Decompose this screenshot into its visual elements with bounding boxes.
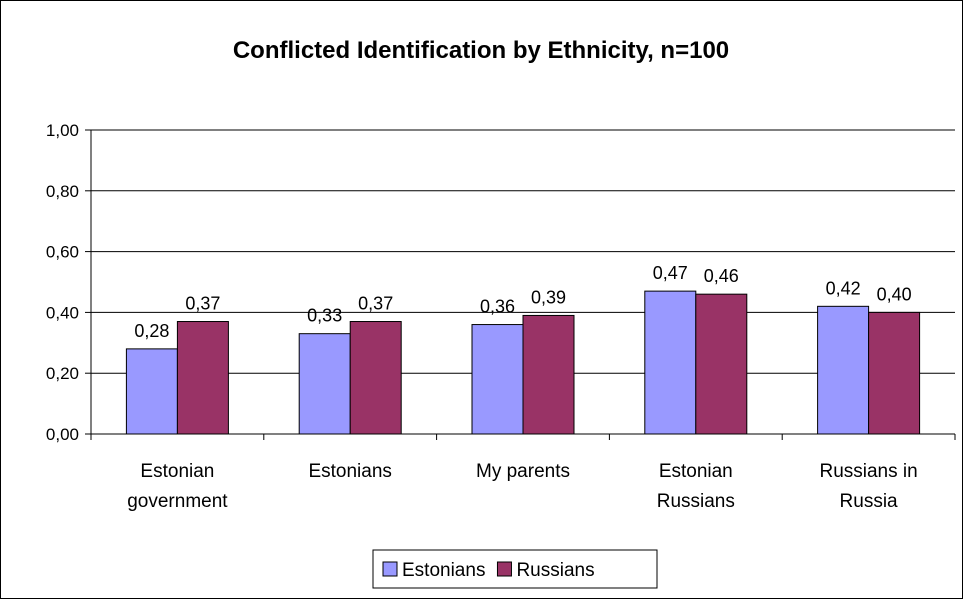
- data-label: 0,28: [134, 321, 169, 341]
- x-tick-label: government: [127, 491, 228, 512]
- bar: [695, 293, 748, 435]
- x-tick-label: Estonian: [140, 461, 214, 482]
- data-label: 0,47: [653, 263, 688, 283]
- x-tick-label: Estonian: [659, 461, 733, 482]
- x-tick-label: Russians: [657, 491, 735, 512]
- x-tick-label: Russia: [840, 491, 899, 512]
- y-tick-label: 0,60: [46, 243, 79, 262]
- bar: [176, 321, 229, 435]
- data-label: 0,46: [704, 266, 739, 286]
- legend-swatch: [382, 561, 398, 577]
- y-tick-label: 1,00: [46, 121, 79, 140]
- data-label: 0,33: [307, 306, 342, 326]
- bars: [125, 290, 921, 435]
- bar: [817, 305, 870, 435]
- x-tick-label: My parents: [476, 461, 570, 482]
- data-label: 0,39: [531, 287, 566, 307]
- legend-box: [372, 549, 658, 589]
- legend: Estonians Russians: [372, 549, 658, 589]
- legend-label: Estonians: [402, 560, 485, 581]
- y-tick-label: 0,00: [46, 425, 79, 444]
- data-label: 0,40: [877, 284, 912, 304]
- y-tick-label: 0,40: [46, 303, 79, 322]
- y-tick-label: 0,80: [46, 182, 79, 201]
- bar: [868, 311, 921, 435]
- data-label: 0,37: [185, 294, 220, 314]
- chart-title: Conflicted Identification by Ethnicity, …: [233, 37, 729, 64]
- legend-label: Russians: [516, 560, 594, 581]
- x-tick-label: Russians in: [819, 461, 917, 482]
- bar: [522, 314, 575, 435]
- gridlines: [91, 129, 955, 374]
- data-labels: 0,28 0,33 0,36 0,47 0,42 0,37 0,37 0,39 0,46 0,40: [134, 263, 911, 341]
- y-tick-label: 0,20: [46, 364, 79, 383]
- data-label: 0,42: [826, 278, 861, 298]
- axes: 0,00 0,20 0,40 0,60 0,80 1,00 Estonian governme…: [46, 121, 956, 512]
- bar: [125, 348, 178, 435]
- data-label: 0,36: [480, 297, 515, 317]
- data-label: 0,37: [358, 294, 393, 314]
- bar: [644, 290, 697, 435]
- x-tick-label: Estonians: [308, 461, 391, 482]
- bar: [471, 324, 524, 435]
- bar: [349, 321, 402, 435]
- legend-swatch: [496, 561, 512, 577]
- bar: [298, 333, 351, 435]
